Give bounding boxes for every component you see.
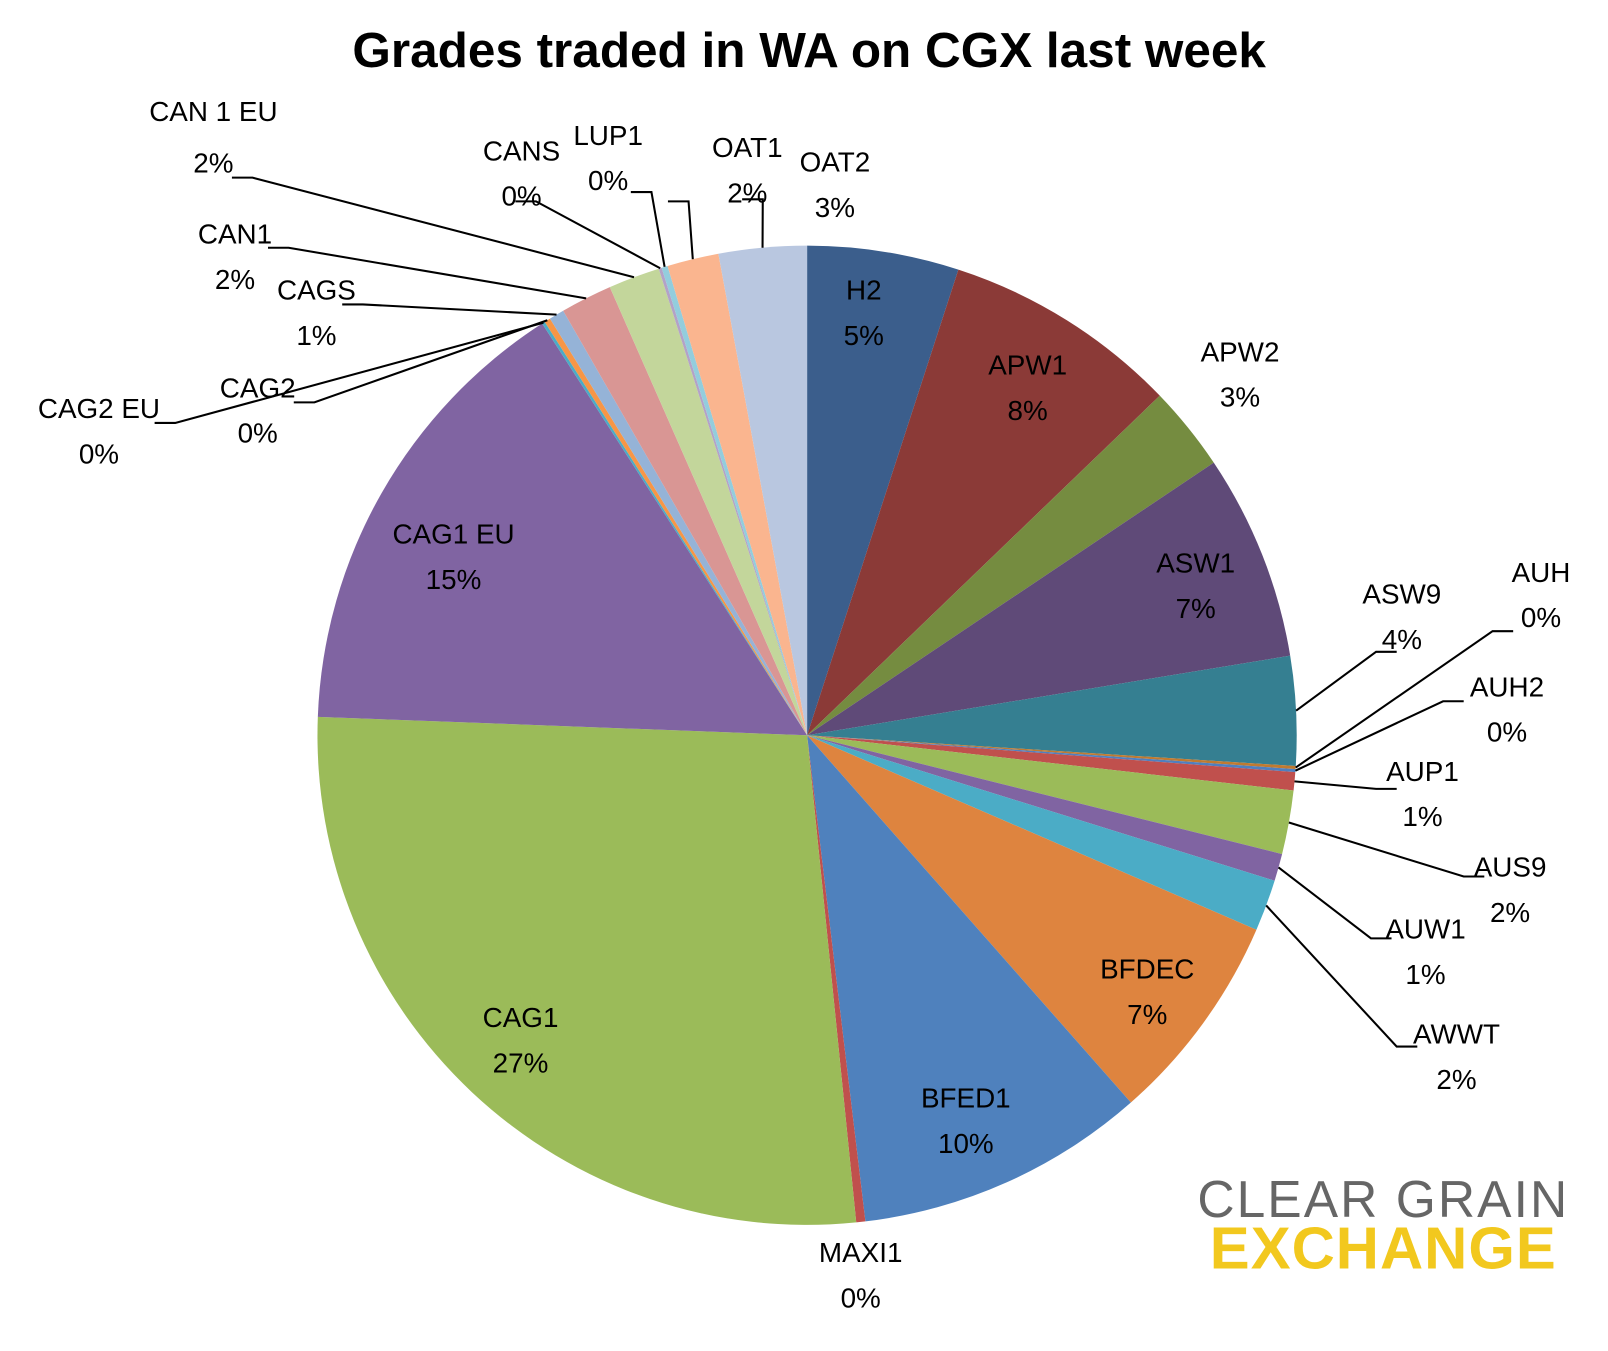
slice-value-label: 0%: [501, 181, 541, 212]
slice-category-label: BFDEC: [1100, 954, 1194, 985]
pie-slice: [658, 267, 808, 736]
pie-slice: [807, 735, 1257, 1103]
slice-value-label: 7%: [1127, 999, 1167, 1030]
leader-line: [1295, 650, 1397, 712]
pie-slice: [807, 735, 1296, 770]
slice-category-label: AUH2: [1470, 671, 1544, 702]
logo-line1: CLEAR GRAIN: [1197, 1170, 1569, 1228]
slice-category-label: CAN 1 EU: [149, 96, 277, 127]
leader-line: [1277, 866, 1392, 940]
leader-line: [1294, 780, 1397, 790]
pie-slice: [807, 395, 1214, 736]
slice-value-label: 0%: [1521, 602, 1561, 633]
slice-category-label: MAXI1: [819, 1237, 903, 1268]
slice-value-label: 7%: [1176, 593, 1216, 624]
slice-value-label: 8%: [1008, 395, 1048, 426]
pie-slice: [807, 655, 1297, 767]
slice-value-label: 2%: [1490, 897, 1530, 928]
slice-value-label: 15%: [426, 564, 482, 595]
leader-line: [667, 200, 694, 260]
pie-slice: [563, 287, 808, 736]
pie-slice: [661, 265, 808, 736]
pie-slice: [807, 735, 1296, 773]
leader-line: [293, 319, 548, 404]
slice-category-label: AUP1: [1386, 756, 1459, 787]
slice-category-label: BFED1: [921, 1083, 1011, 1114]
pie-slice: [317, 323, 808, 736]
slice-value-label: 0%: [841, 1283, 881, 1314]
slice-value-label: 1%: [1402, 801, 1442, 832]
pie-slice: [807, 735, 1275, 930]
pie-slice: [718, 245, 808, 736]
leader-line: [1288, 821, 1485, 878]
slice-category-label: CAG2 EU: [38, 393, 160, 424]
slice-category-label: AUS9: [1474, 852, 1547, 883]
slice-category-label: CANS: [483, 135, 560, 166]
slice-value-label: 2%: [727, 178, 767, 209]
slice-category-label: LUP1: [573, 120, 643, 151]
pie-slice: [317, 716, 857, 1225]
slice-value-label: 27%: [493, 1047, 549, 1078]
leader-line: [231, 176, 635, 279]
slice-value-label: 0%: [79, 438, 119, 469]
pie-slice: [544, 318, 808, 736]
leader-line: [515, 200, 661, 270]
pie-slice: [807, 735, 1296, 791]
slice-value-label: 4%: [1382, 624, 1422, 655]
pie-slice: [807, 245, 959, 736]
slice-value-label: 0%: [1487, 717, 1527, 748]
slice-value-label: 3%: [1220, 382, 1260, 413]
pie-slice: [609, 268, 808, 736]
leader-line: [342, 303, 557, 316]
pie-slice: [542, 321, 808, 736]
chart-title: Grades traded in WA on CGX last week: [352, 23, 1266, 78]
leader-line: [742, 198, 764, 248]
pie-slice: [807, 735, 1294, 855]
slice-value-label: 3%: [815, 192, 855, 223]
leader-line: [268, 246, 587, 300]
slice-category-label: CAN1: [198, 219, 272, 250]
slice-category-label: ASW9: [1362, 578, 1441, 609]
slice-value-label: 2%: [1436, 1064, 1476, 1095]
slice-category-label: AUW1: [1385, 913, 1465, 944]
slice-value-label: 0%: [588, 165, 628, 196]
slice-category-label: CAG2: [220, 372, 296, 403]
leader-line: [630, 191, 666, 268]
slice-value-label: 0%: [238, 418, 278, 449]
pie-slice: [807, 462, 1291, 736]
slice-value-label: 1%: [296, 320, 336, 351]
slice-value-label: 2%: [193, 148, 233, 179]
pie-slice: [667, 253, 808, 736]
leader-line: [1294, 700, 1464, 772]
slice-category-label: ASW1: [1156, 548, 1235, 579]
slice-category-label: OAT2: [800, 147, 871, 178]
pie-slice: [807, 735, 866, 1223]
leader-line: [154, 321, 544, 424]
slice-category-label: APW2: [1201, 336, 1280, 367]
slice-category-label: APW1: [988, 350, 1067, 381]
slice-category-label: CAG1: [483, 1002, 559, 1033]
pie-slice: [807, 735, 1283, 881]
pie-slice: [549, 310, 808, 736]
slice-category-label: H2: [846, 274, 882, 305]
pie-slice: [807, 269, 1160, 736]
slice-category-label: OAT1: [712, 132, 783, 163]
slice-category-label: AUH: [1512, 557, 1571, 588]
slice-category-label: CAGS: [277, 274, 356, 305]
slice-category-label: AWWT: [1413, 1019, 1500, 1050]
logo-line2: EXCHANGE: [1210, 1215, 1557, 1282]
leader-line: [1295, 630, 1514, 769]
leader-line: [1265, 904, 1418, 1048]
slice-value-label: 1%: [1405, 959, 1445, 990]
slice-value-label: 2%: [215, 264, 255, 295]
slice-value-label: 5%: [844, 320, 884, 351]
slice-category-label: CAG1 EU: [392, 519, 514, 550]
pie-slice: [807, 735, 1131, 1222]
slice-value-label: 10%: [938, 1128, 994, 1159]
